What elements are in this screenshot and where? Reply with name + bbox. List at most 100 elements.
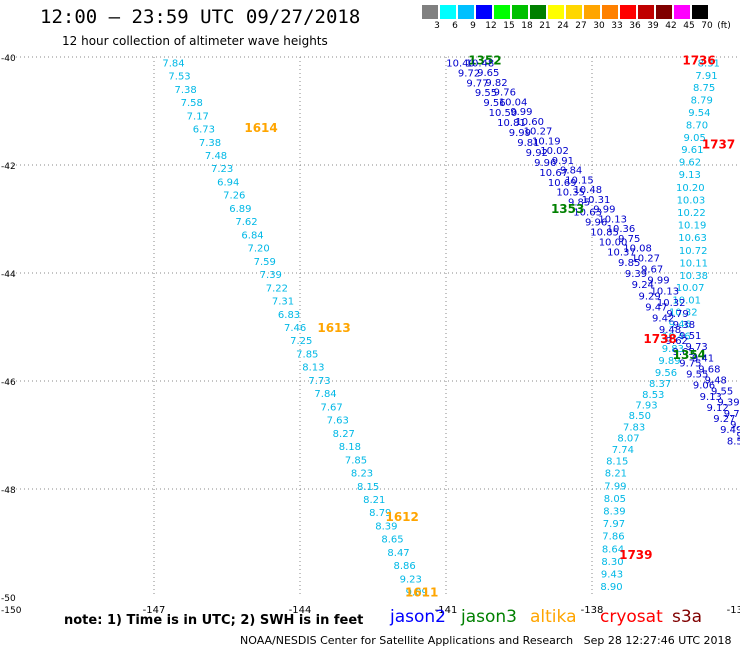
pass-time-label: 1738 [643,332,676,346]
wave-height-value: 7.46 [284,323,306,334]
wave-height-value: 7.84 [314,389,336,400]
wave-height-value: 8.31 [698,58,720,69]
wave-height-value: 7.48 [205,151,227,162]
wave-height-value: 9.81 [517,138,539,149]
wave-height-value: 7.83 [623,422,645,433]
legend-label: 39 [647,21,659,31]
wave-height-value: 9.84 [560,166,582,177]
wave-height-value: 6.84 [241,230,263,241]
wave-height-value: 9.13 [700,392,722,403]
wave-height-value: 9.77 [466,78,488,89]
legend-unit: (ft) [717,21,731,31]
wave-height-value: 10.35 [556,188,585,199]
lon-tick-label: -147 [143,605,166,616]
wave-height-value: 9.72 [458,68,480,79]
legend-swatch [656,5,672,19]
pass-time-label: 1353 [551,202,584,216]
lat-tick-label: -42 [1,162,16,172]
legend-swatch [422,5,438,19]
wave-height-value: 7.17 [187,111,209,122]
legend-swatch [584,5,600,19]
wave-height-value: 7.63 [327,416,349,427]
legend-swatch [692,5,708,19]
wave-height-value: 9.54 [688,108,710,119]
wave-height-value: 9.41 [692,353,714,364]
wave-height-value: 8.07 [617,434,639,445]
legend-swatch [494,5,510,19]
wave-height-value: 8.65 [381,535,403,546]
wave-height-value: 8.53 [642,390,664,401]
wave-height-value: 9.06 [693,381,715,392]
wave-height-value: 8.58 [727,436,740,447]
wave-height-value: 7.85 [345,455,367,466]
wave-height-value: 9.55 [686,369,708,380]
wave-height-value: 7.93 [635,400,657,411]
credit-line: NOAA/NESDIS Center for Satellite Applica… [240,634,732,647]
wave-height-value: 7.74 [612,445,634,456]
wave-height-value: 9.24 [632,280,654,291]
satellite-name: cryosat [600,607,663,627]
corner-label: -150 [1,606,22,616]
wave-height-value: 10.01 [672,295,701,306]
wave-height-value: 9.51 [679,331,701,342]
satellite-name: jason2 [390,607,446,627]
wave-height-value: 9.99 [647,276,669,287]
wave-height-value: 9.96 [585,218,607,229]
legend-swatch [440,5,456,19]
wave-height-value: 7.62 [235,217,257,228]
legend-label: 27 [575,21,587,31]
satellite-name: jason3 [461,607,517,627]
page-title: 12:00 – 23:59 UTC 09/27/2018 [40,6,361,28]
wave-height-value: 10.81 [497,118,526,129]
wave-height-value: 9.23 [400,574,422,585]
pass-time-label: 1736 [682,54,715,68]
wave-height-value: 10.63 [678,233,707,244]
legend-swatch [512,5,528,19]
wave-height-value: 10.13 [598,214,627,225]
wave-height-value: 9.75 [679,358,701,369]
wave-height-value: 7.86 [602,532,624,543]
wave-height-value: 9.42 [652,314,674,325]
wave-height-value: 7.53 [168,72,190,83]
legend-swatch [638,5,654,19]
wave-height-value: 8.86 [394,561,416,572]
pass-time-label: 1613 [317,321,350,335]
wave-height-value: 9.65 [672,347,694,358]
wave-height-value: 9.39 [625,269,647,280]
wave-height-value: 9.75 [618,234,640,245]
wave-height-value: 8.39 [375,521,397,532]
wave-height-value: 9.13 [679,170,701,181]
wave-height-value: 7.58 [181,98,203,109]
wave-height-value: 10.27 [631,253,660,264]
wave-height-value: 7.22 [266,283,288,294]
pass-time-label: 1612 [385,510,418,524]
legend-swatch [476,5,492,19]
wave-height-value: 9.71 [724,409,740,420]
wave-height-value: 7.84 [162,58,184,69]
wave-height-value: 9.55 [711,387,733,398]
wave-height-value: 10.19 [532,136,561,147]
wave-height-value: 8.70 [686,120,708,131]
lat-tick-label: -44 [1,270,16,280]
wave-height-value: 9.76 [494,88,516,99]
wave-height-value: 10.63 [573,208,602,219]
wave-height-value: 9.96 [534,158,556,169]
wave-height-value: 7.38 [199,138,221,149]
wave-height-value: 7.39 [260,270,282,281]
wave-height-value: 9.79 [666,309,688,320]
wave-height-value: 9.47 [645,303,667,314]
wave-height-value: 10.38 [679,271,708,282]
wave-height-value: 10.04 [499,97,528,108]
wave-height-value: 7.23 [211,164,233,175]
wave-height-value: 10.85 [590,228,619,239]
wave-height-value: 10.11 [679,258,708,269]
legend-swatch [530,5,546,19]
wave-height-value: 9.85 [568,198,590,209]
wave-height-value: 8.21 [363,495,385,506]
wave-height-value: 10.02 [540,146,569,157]
page-subtitle: 12 hour collection of altimeter wave hei… [62,34,328,48]
legend-swatch [620,5,636,19]
wave-height-value: 7.20 [248,244,270,255]
wave-height-value: 9.12 [706,403,728,414]
wave-height-value: 8.18 [339,442,361,453]
